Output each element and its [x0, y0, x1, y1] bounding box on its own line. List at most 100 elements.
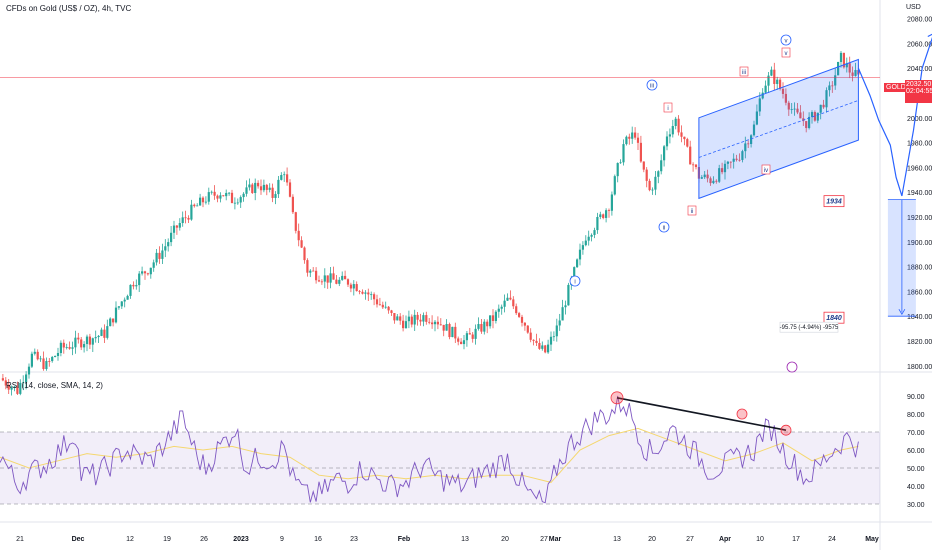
candle-body [692, 164, 695, 166]
candle-body [810, 112, 814, 117]
rsi-indicator-title[interactable]: RSI (14, close, SMA, 14, 2) [6, 381, 103, 390]
candle-body [523, 322, 526, 326]
candle-body [607, 210, 611, 212]
candle-body [97, 335, 100, 338]
channel-midline [698, 100, 859, 158]
candle-body [483, 321, 486, 332]
time-tick-label: 13 [613, 536, 621, 543]
candle-body [549, 336, 553, 345]
wave-label-minor: v [785, 51, 788, 57]
candle-body [117, 306, 120, 308]
time-tick-label: 24 [828, 536, 836, 543]
candle-body [204, 201, 207, 203]
candle-body [436, 321, 439, 325]
candle-body [465, 333, 468, 341]
candle-body [19, 382, 22, 394]
candle-body [767, 75, 770, 86]
candle-body [668, 134, 671, 137]
candle-body [686, 139, 689, 147]
wave-label-circle [658, 221, 670, 233]
time-tick-label: 21 [16, 536, 24, 543]
time-tick-label: 17 [792, 536, 800, 543]
rsi-tick-label: 70.00 [907, 430, 925, 437]
candle-body [573, 267, 576, 278]
candle-body [80, 339, 83, 348]
candle-body [181, 217, 184, 224]
candle-body [477, 324, 480, 329]
candle-body [735, 158, 738, 160]
candle-body [700, 177, 703, 179]
candle-body [535, 340, 538, 343]
candle-body [677, 118, 680, 133]
candle-body [25, 374, 28, 383]
candle-body [790, 109, 793, 110]
chart-title: CFDs on Gold (US$ / OZ), 4h, TVC [6, 4, 132, 13]
candle-body [419, 319, 422, 322]
candle-body [541, 345, 544, 349]
candle-body [680, 132, 683, 137]
candle-body [216, 195, 219, 199]
candle-body [259, 186, 263, 191]
wave-v-circle [780, 34, 792, 46]
candle-body [190, 204, 193, 220]
candle-body [854, 70, 857, 76]
candle-body [628, 136, 631, 139]
candle-body [500, 306, 503, 309]
candle-body [396, 316, 399, 321]
candle-body [83, 344, 86, 348]
candle-body [404, 321, 408, 329]
candle-body [36, 351, 39, 360]
candle-body [344, 275, 347, 280]
candle-body [689, 146, 692, 165]
candle-body [315, 270, 318, 281]
candle-body [242, 193, 245, 198]
rsi-band [0, 432, 880, 504]
candle-body [532, 339, 535, 341]
time-tick-label: 9 [280, 536, 284, 543]
candle-body [703, 174, 706, 178]
projection-arrowhead [927, 33, 932, 38]
candle-body [332, 273, 335, 280]
candle-body [552, 336, 555, 338]
candle-body [610, 194, 613, 211]
candle-body [51, 356, 54, 362]
candle-body [694, 164, 698, 168]
candle-body [555, 325, 558, 337]
candle-body [16, 386, 19, 394]
candle-body [219, 195, 222, 199]
bar-countdown: 02:04:55 [906, 88, 932, 95]
candle-body [222, 195, 225, 197]
candle-body [462, 340, 466, 345]
candle-body [561, 307, 564, 321]
candle-body [431, 322, 434, 325]
wave-label-minor: iv [764, 168, 768, 174]
candle-body [706, 174, 709, 179]
candle-body [352, 284, 355, 289]
candle-body [143, 271, 147, 274]
candle-body [384, 306, 387, 308]
candle-body [390, 310, 393, 314]
candle-body [764, 85, 767, 93]
candle-body [834, 75, 837, 86]
candle-body [538, 342, 541, 349]
candle-body [88, 336, 91, 345]
candle-body [329, 273, 332, 283]
time-tick-label: 12 [126, 536, 134, 543]
candle-body [416, 314, 419, 320]
candle-body [796, 108, 799, 113]
wave-label-square [687, 205, 697, 216]
candle-body [245, 187, 248, 194]
candle-body [373, 294, 376, 300]
candle-body [257, 182, 260, 187]
rsi-tick-label: 50.00 [907, 466, 925, 473]
candle-body [837, 62, 840, 76]
candle-body [158, 252, 161, 259]
candle-body [149, 267, 152, 275]
candle-body [138, 273, 141, 286]
candle-body [225, 192, 228, 197]
candle-body [271, 187, 274, 198]
candle-body [410, 316, 413, 325]
candle-body [22, 382, 25, 384]
candle-body [114, 307, 118, 323]
